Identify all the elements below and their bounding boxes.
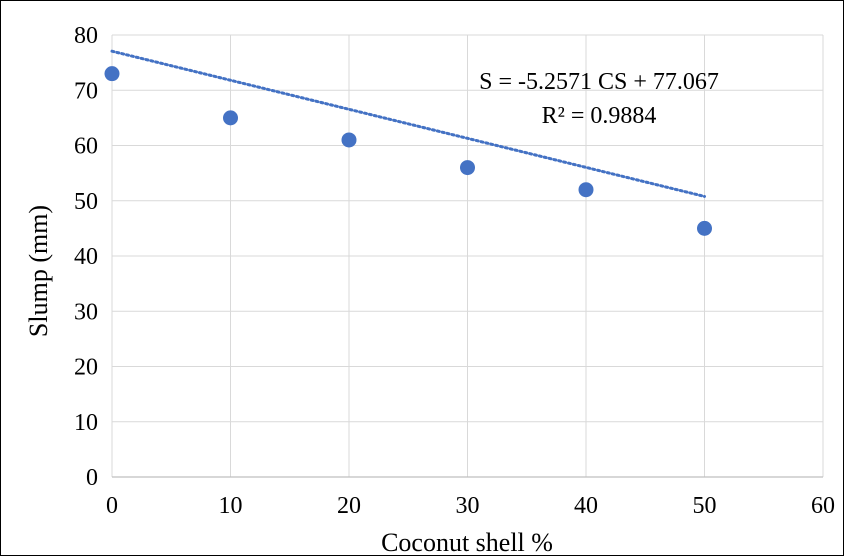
x-tick-label-30: 30 (456, 493, 480, 519)
y-tick-label-50: 50 (74, 189, 98, 215)
y-tick-label-30: 30 (74, 299, 98, 325)
x-tick-label-10: 10 (219, 493, 243, 519)
data-point-30 (460, 160, 475, 176)
y-tick-label-0: 0 (86, 465, 98, 491)
x-tick-label-60: 60 (811, 493, 835, 519)
data-points (104, 66, 712, 236)
y-tick-label-60: 60 (74, 134, 98, 160)
y-tick-label-10: 10 (74, 410, 98, 436)
trendline-equation: S = -5.2571 CS + 77.067 (479, 69, 719, 95)
data-point-0 (104, 66, 120, 82)
y-axis-title: Slump (mm) (24, 205, 53, 337)
r-squared-label: R² = 0.9884 (542, 103, 657, 129)
x-tick-label-20: 20 (337, 493, 361, 519)
x-tick-label-50: 50 (693, 493, 717, 519)
trendline-layer (110, 49, 706, 198)
y-tick-label-40: 40 (74, 244, 98, 270)
y-tick-label-20: 20 (74, 355, 98, 381)
x-tick-label-40: 40 (574, 493, 598, 519)
x-tick-label-0: 0 (106, 493, 118, 519)
trendline (110, 49, 706, 198)
tick-labels: 0 10 20 30 40 50 60 70 80 0 10 20 30 40 50 60 (74, 23, 835, 519)
grid-lines (112, 34, 824, 477)
y-tick-label-70: 70 (74, 78, 98, 104)
data-point-40 (578, 182, 594, 198)
data-point-10 (223, 110, 238, 126)
x-axis-title: Coconut shell % (381, 528, 553, 557)
axes (111, 35, 823, 478)
y-tick-label-80: 80 (74, 23, 98, 49)
data-point-50 (697, 220, 712, 236)
data-point-20 (341, 132, 357, 148)
